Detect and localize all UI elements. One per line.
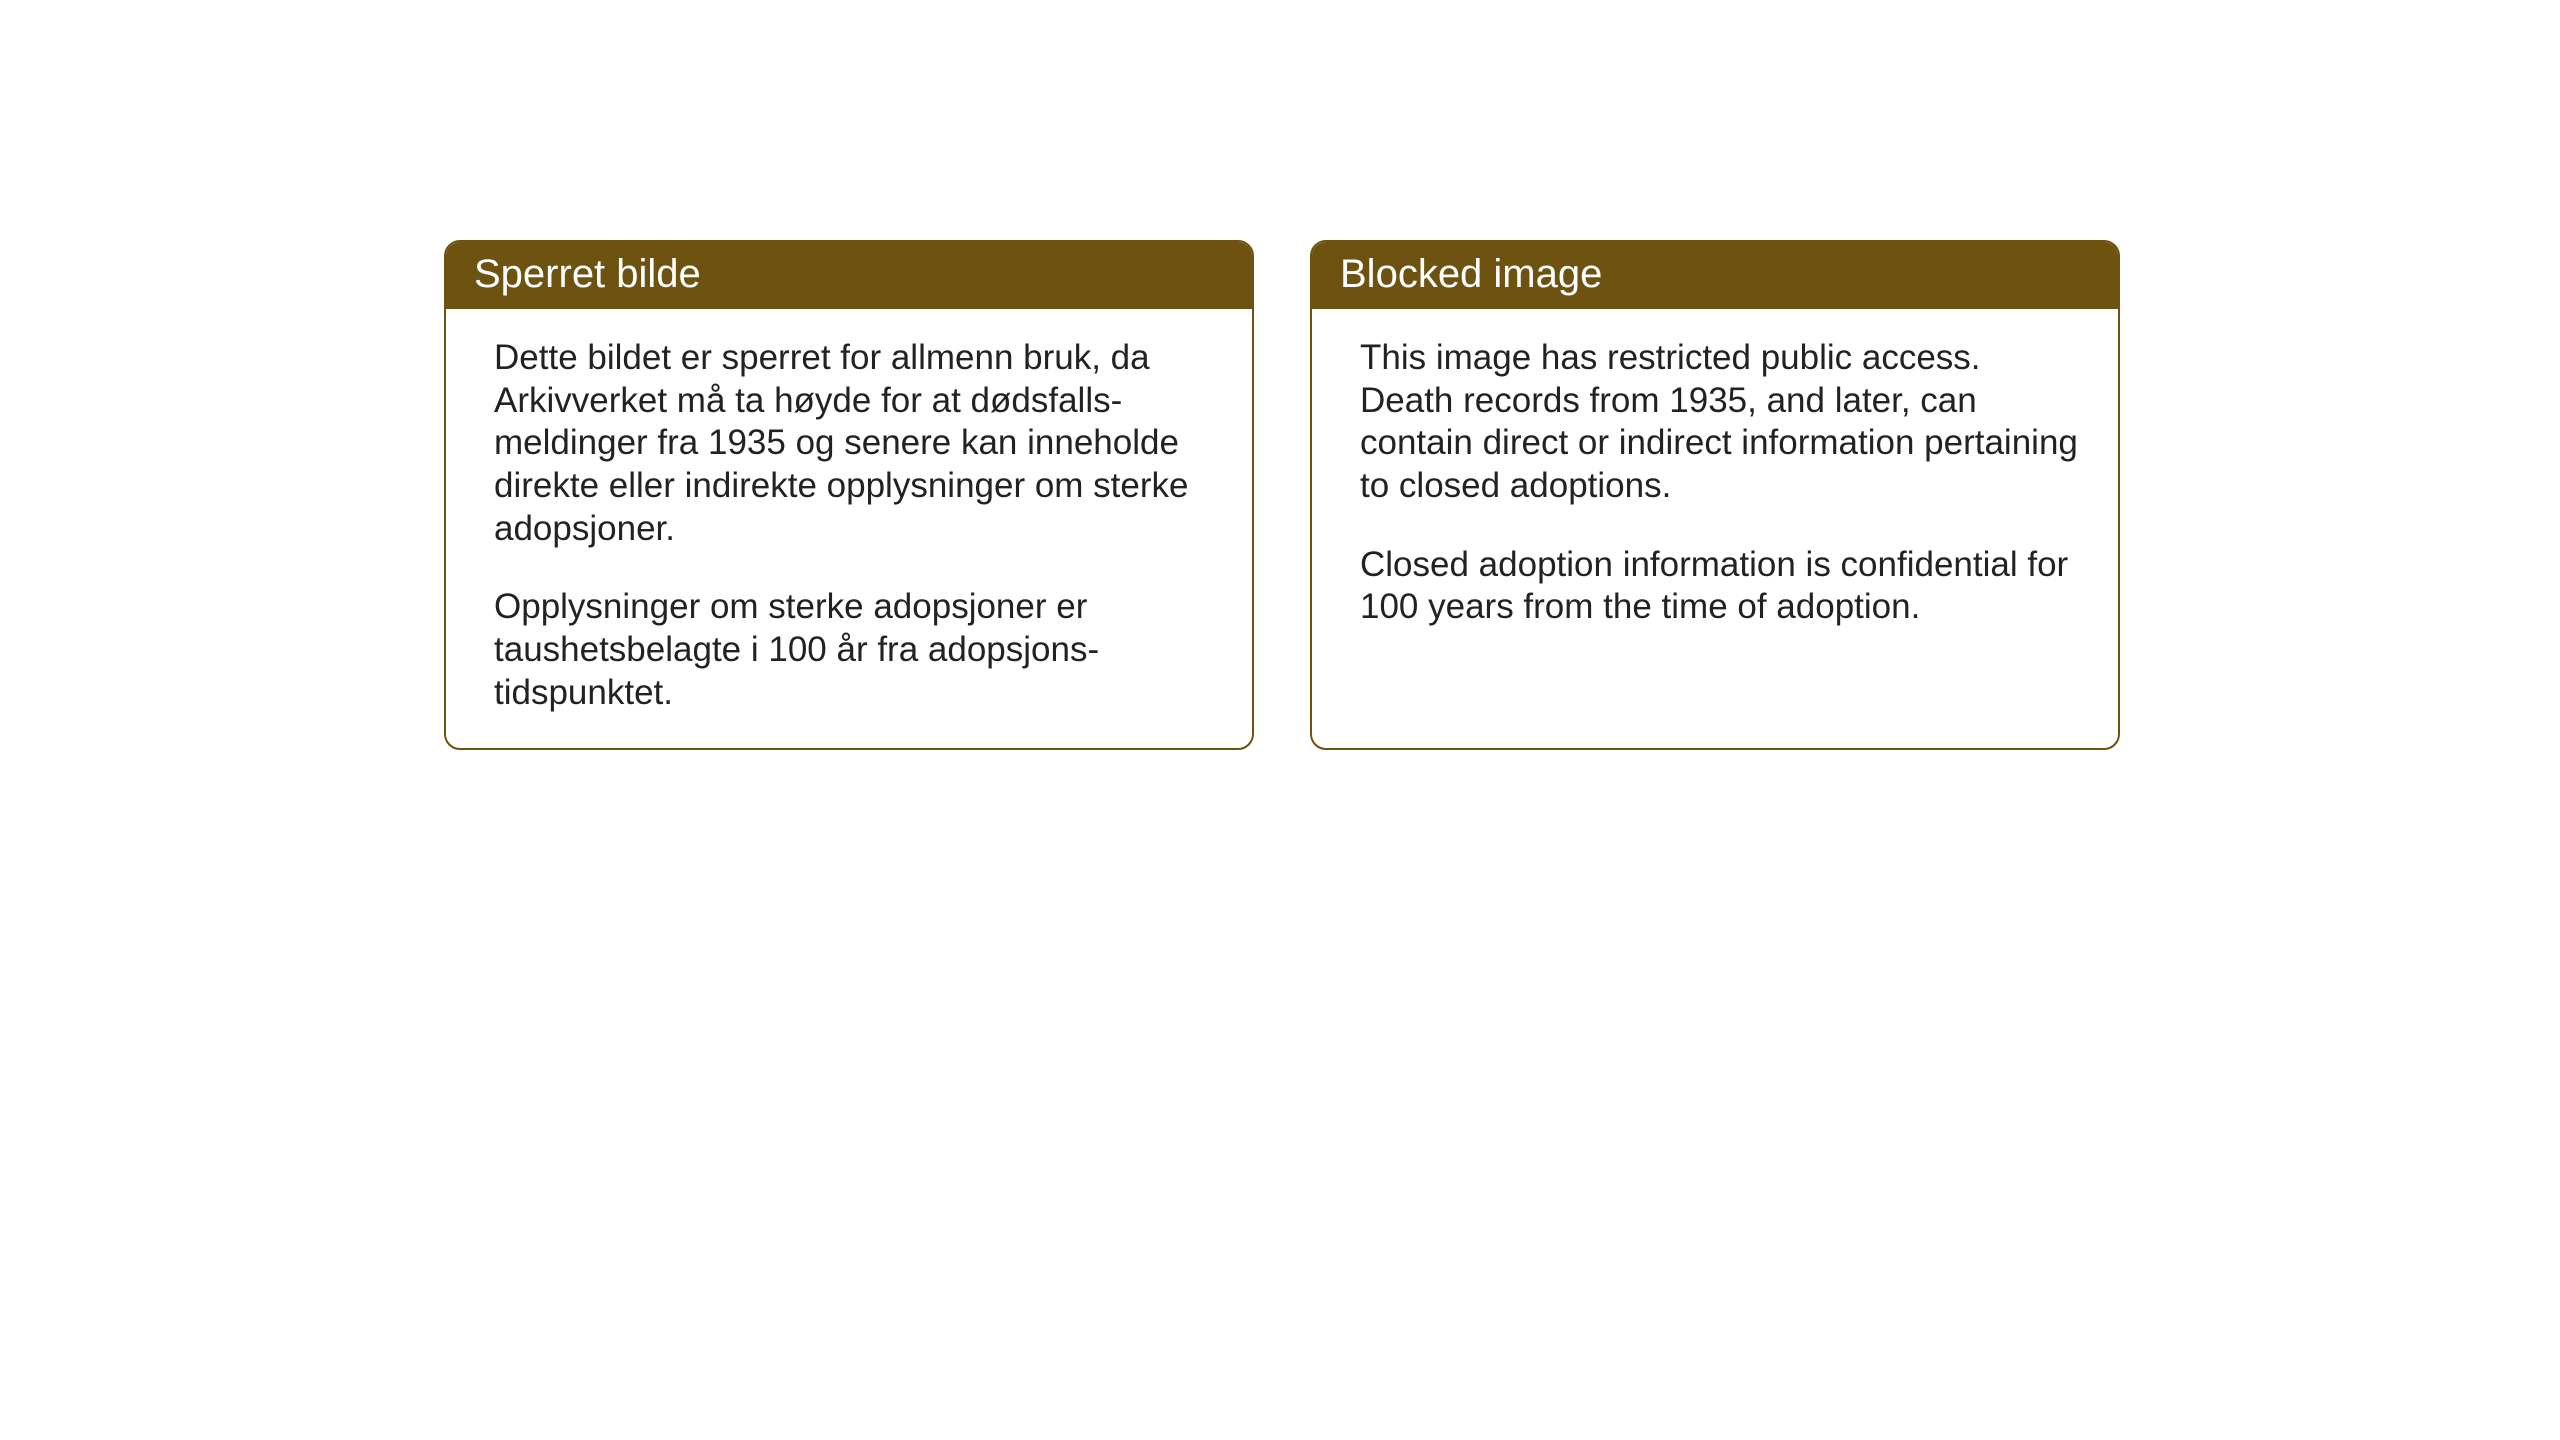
english-card-title: Blocked image <box>1312 242 2118 309</box>
english-notice-card: Blocked image This image has restricted … <box>1310 240 2120 750</box>
english-card-body: This image has restricted public access.… <box>1312 309 2118 661</box>
norwegian-paragraph-1: Dette bildet er sperret for allmenn bruk… <box>494 337 1216 550</box>
english-paragraph-2: Closed adoption information is confident… <box>1360 544 2082 629</box>
norwegian-card-body: Dette bildet er sperret for allmenn bruk… <box>446 309 1252 747</box>
english-paragraph-1: This image has restricted public access.… <box>1360 337 2082 508</box>
norwegian-card-title: Sperret bilde <box>446 242 1252 309</box>
notice-cards-container: Sperret bilde Dette bildet er sperret fo… <box>444 240 2120 750</box>
norwegian-notice-card: Sperret bilde Dette bildet er sperret fo… <box>444 240 1254 750</box>
norwegian-paragraph-2: Opplysninger om sterke adopsjoner er tau… <box>494 586 1216 714</box>
